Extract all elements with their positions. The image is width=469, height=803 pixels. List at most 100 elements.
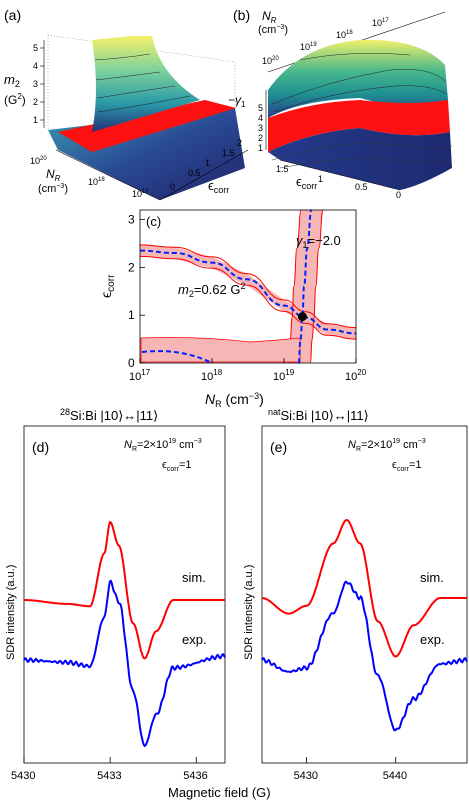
panel-d-x-tick-label: 5430 [11, 770, 35, 782]
panel-d-sim-line [24, 521, 225, 660]
panel-e-exp-label: exp. [420, 632, 445, 647]
panel-c-x-tick-label: 1017 [129, 368, 151, 383]
panel-b-z-tick: 2 [258, 133, 263, 143]
panel-b-n-tick: 1017 [372, 18, 389, 28]
panel-c-m2-annotation: m2=0.62 G2 [178, 281, 246, 299]
panel-c-m2-band-edge [139, 244, 357, 329]
panel-b-n-tick: 1018 [336, 30, 353, 40]
panel-a-e-tick: 2 [237, 138, 242, 148]
panel-c-y-tick-label: 2 [128, 260, 135, 274]
panel-a-label: (a) [4, 7, 21, 23]
panel-c-x-tick-label: 1020 [345, 368, 367, 383]
panel-c-y-tick-label: 3 [128, 213, 135, 227]
panel-d-exp-line [23, 579, 226, 748]
panel-c-y-tick-label: 0 [128, 356, 135, 370]
panel-b-n-unit: (cm−3) [258, 24, 288, 36]
panel-b-e-tick: 0 [396, 190, 401, 200]
panel-c: 1017 1018 1019 1020 0 1 2 3 (c) ϵcorr NR (cm−3)… [98, 209, 367, 409]
panel-c-x-tick-label: 1018 [201, 368, 223, 383]
panel-b-e-tick: 0.5 [355, 182, 368, 192]
panel-c-label: (c) [146, 214, 161, 229]
panel-e-sim-label: sim. [420, 570, 444, 585]
panel-a-z-tick: 3 [33, 79, 38, 89]
panel-b-z-tick: 4 [258, 113, 263, 123]
panel-a-surface [92, 36, 200, 132]
panel-c-ylabel: ϵcorr [98, 274, 117, 298]
panel-d-ylabel: SDR intensity (a.u.) [5, 565, 17, 660]
panel-d-x-tick-label: 5433 [97, 770, 121, 782]
panel-d-x-tick-label: 5436 [183, 770, 207, 782]
panel-b-n-label: NR [262, 9, 277, 25]
panel-a-n-tick: 1018 [88, 177, 105, 187]
panel-e-label: (e) [270, 439, 287, 455]
panel-e-sim-line [261, 518, 467, 658]
panel-a-e-tick: 1 [205, 158, 210, 168]
panel-c-lower-contour [141, 350, 211, 363]
panel-b-red-band [268, 100, 450, 152]
panel-b-n-tick: 1019 [300, 42, 317, 52]
panel-a-z-tick: 5 [33, 43, 38, 53]
panel-a-n-tick: 1017 [132, 189, 149, 199]
panel-c-y-tick-label: 1 [128, 308, 135, 322]
panel-e-x-tick-label: 5430 [294, 770, 318, 782]
panel-e-nr-annotation: NR=2×1019 cm−3 [348, 438, 426, 453]
panel-d-frame [23, 425, 226, 764]
panel-a-n-axis [55, 149, 161, 201]
panel-b-n-tick: 1020 [262, 56, 279, 66]
panel-e-x-tick-label: 5440 [383, 770, 407, 782]
panel-d-eps-annotation: ϵcorr=1 [162, 459, 191, 473]
panel-a-e-axis [159, 149, 249, 201]
panel-b-e-tick: 1 [318, 174, 323, 184]
panel-a-e-tick: 0.5 [188, 168, 201, 178]
panel-d-plot: 5430 5433 5436 [11, 521, 226, 782]
panel-b: (b) NR (cm−3) 1020 1019 1018 1017 −γ1 [228, 7, 453, 200]
panel-e-eps-annotation: ϵcorr=1 [392, 459, 421, 473]
panel-a-e-label: ϵcorr [208, 178, 229, 195]
panel-a-e-tick: 0 [170, 182, 175, 192]
panel-a: (a) 5 4 3 2 1 [4, 7, 249, 201]
panel-a-z-tick: 1 [33, 115, 38, 125]
panel-d-title: 28Si:Bi |10⟩↔|11⟩ [60, 407, 158, 423]
panel-e-title: natSi:Bi |10⟩↔|11⟩ [268, 407, 369, 423]
panel-b-z-tick: 1 [258, 143, 263, 153]
panel-a-n-unit: (cm−3) [38, 183, 68, 195]
panel-a-z-axis [40, 40, 45, 128]
panel-a-contours [94, 53, 191, 113]
spectra-xlabel: Magnetic field (G) [168, 785, 271, 800]
panel-b-e-tick: 1.5 [276, 164, 289, 174]
panel-a-z-label: m2 [4, 72, 20, 89]
panel-e: natSi:Bi |10⟩↔|11⟩ 5430 5440 (e) NR=2×101… [261, 407, 468, 782]
panel-d-label: (d) [32, 439, 49, 455]
panel-b-contours [271, 53, 448, 113]
panel-d-sim-label: sim. [182, 570, 206, 585]
panel-a-n-label: NR [46, 167, 61, 183]
panel-a-e-tick: 1.5 [222, 148, 235, 158]
panel-b-e-label: ϵcorr [296, 174, 317, 191]
panel-a-z-unit: (G2) [4, 92, 26, 107]
panel-c-plot: 1017 1018 1019 1020 0 1 2 3 [128, 209, 367, 383]
panel-c-gamma-annotation: γ1=−2.0 [296, 233, 341, 250]
panel-a-z-tick: 4 [33, 61, 38, 71]
panel-c-gamma-contour [297, 209, 313, 364]
panel-c-intersection-point [297, 312, 307, 322]
panel-d: 28Si:Bi |10⟩↔|11⟩ 5430 5433 5436 (d) NR=2×… [11, 407, 226, 782]
panel-a-z-tick: 2 [33, 97, 38, 107]
panel-c-gamma-band-edge [309, 209, 324, 364]
panel-e-ylabel: SDR intensity (a.u.) [243, 565, 255, 660]
panel-e-frame [261, 425, 468, 764]
panel-c-frame [139, 209, 357, 364]
panel-b-z-label: −γ1 [228, 93, 246, 109]
panel-b-z-tick: 5 [258, 103, 263, 113]
panel-e-exp-line [261, 580, 468, 732]
panel-b-floor-contours [271, 141, 453, 169]
panel-b-floor [268, 128, 452, 190]
panel-c-lower-band [140, 337, 301, 363]
panel-a-n-tick: 1020 [30, 156, 47, 166]
panel-d-nr-annotation: NR=2×1019 cm−3 [124, 438, 202, 453]
panel-b-e-axis [279, 159, 401, 191]
panel-e-plot: 5430 5440 [261, 518, 468, 782]
panel-a-red-band [58, 100, 236, 152]
panel-b-label: (b) [233, 7, 250, 23]
panel-d-exp-label: exp. [182, 632, 207, 647]
